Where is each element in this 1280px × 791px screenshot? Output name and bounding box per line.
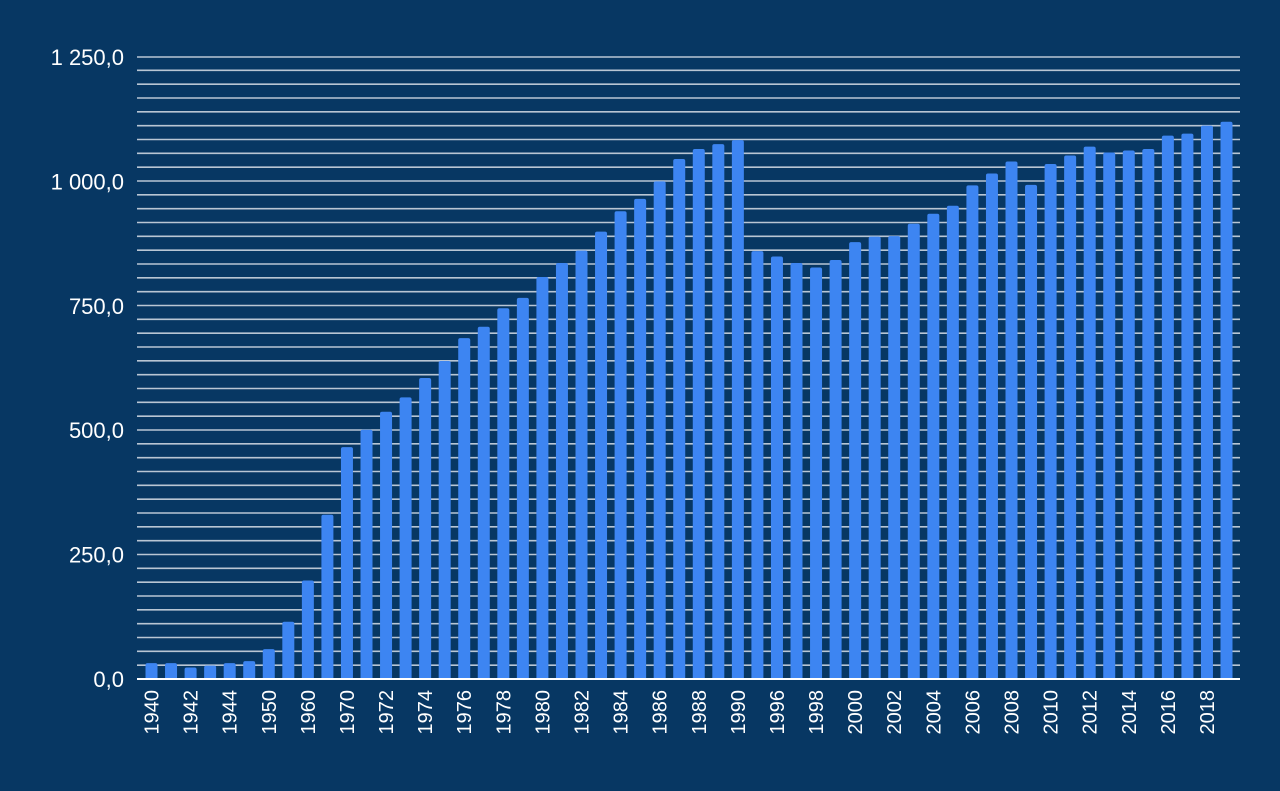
x-tick-label: 1978 (493, 690, 515, 735)
bar-1999 (829, 260, 842, 679)
y-tick-label: 1 250,0 (51, 45, 124, 70)
bar-1983 (595, 231, 608, 679)
bars (145, 121, 1233, 680)
bar-1998 (810, 267, 823, 679)
bar-1973 (399, 397, 412, 679)
bar-1960 (301, 580, 314, 679)
x-tick-label: 2016 (1158, 690, 1180, 735)
bar-1982 (575, 250, 588, 679)
bar-2014 (1122, 150, 1135, 679)
x-tick-label: 1984 (611, 690, 633, 735)
x-tick-label: 2014 (1119, 690, 1141, 735)
bar-2015 (1142, 149, 1155, 679)
x-tick-label: 1976 (454, 690, 476, 735)
y-tick-label: 0,0 (93, 667, 124, 692)
x-tick-label: 1996 (767, 690, 789, 735)
x-tick-label: 1944 (220, 690, 242, 735)
x-tick-label: 2000 (845, 690, 867, 735)
bar-1979 (516, 297, 529, 679)
bar-1990 (731, 140, 744, 680)
x-tick-label: 1940 (142, 690, 164, 735)
bar-2010 (1044, 163, 1057, 679)
bar-1981 (555, 263, 568, 679)
bar-2000 (849, 242, 862, 680)
bar-2008 (1005, 161, 1018, 680)
bar-1996 (770, 256, 783, 679)
bar-2005 (946, 205, 959, 679)
x-tick-label: 2006 (962, 690, 984, 735)
x-tick-label: 1972 (376, 690, 398, 735)
bar-1976 (458, 338, 471, 679)
bar-2004 (927, 213, 940, 679)
x-tick-label: 2008 (1002, 690, 1024, 735)
bar-2006 (966, 185, 979, 679)
bar-2003 (907, 223, 920, 680)
bar-1971 (360, 429, 373, 679)
x-tick-label: 2012 (1080, 690, 1102, 735)
bar-1950 (262, 649, 275, 679)
y-tick-label: 500,0 (69, 418, 124, 443)
x-tick-label: 1982 (572, 690, 594, 735)
bar-2019 (1220, 121, 1233, 680)
bar-1941 (165, 663, 178, 679)
bar-1965 (321, 514, 334, 679)
bar-1984 (614, 211, 627, 680)
x-tick-label: 2002 (884, 690, 906, 735)
y-tick-label: 750,0 (69, 294, 124, 319)
x-tick-label: 1998 (806, 690, 828, 735)
x-tick-label: 1942 (181, 690, 203, 735)
bar-1944 (223, 663, 236, 679)
bar-2017 (1181, 133, 1194, 680)
bar-2016 (1161, 135, 1174, 680)
y-tick-label: 250,0 (69, 543, 124, 568)
bar-2002 (888, 236, 901, 680)
bar-1988 (692, 149, 705, 679)
x-tick-label: 1970 (337, 690, 359, 735)
bar-1978 (497, 308, 510, 679)
bar-1970 (340, 447, 353, 679)
x-tick-label: 2010 (1041, 690, 1063, 735)
bar-1942 (184, 667, 197, 679)
x-tick-label: 1990 (728, 690, 750, 735)
x-tick-label: 2004 (923, 690, 945, 735)
bar-1955 (282, 621, 295, 679)
x-tick-label: 1986 (650, 690, 672, 735)
x-tick-label: 1960 (298, 690, 320, 735)
bar-1980 (536, 276, 549, 679)
x-tick-label: 2018 (1197, 690, 1219, 735)
x-tick-label: 1980 (532, 690, 554, 735)
bar-1974 (419, 377, 432, 679)
bar-2001 (868, 236, 881, 679)
bar-1943 (204, 665, 217, 679)
x-tick-label: 1988 (689, 690, 711, 735)
bar-1986 (653, 181, 666, 679)
bar-1975 (438, 361, 451, 679)
bar-1940 (145, 663, 158, 679)
y-tick-label: 1 000,0 (51, 169, 124, 194)
bar-2011 (1064, 155, 1077, 680)
bar-1987 (673, 159, 686, 679)
bar-1977 (477, 326, 490, 679)
bar-1972 (380, 411, 393, 679)
y-axis-tick-labels: 0,0 250,0 500,0 750,0 1 000,0 1 250,0 (51, 45, 124, 692)
bar-2009 (1025, 184, 1038, 680)
bar-2007 (985, 173, 998, 679)
bar-2012 (1083, 146, 1096, 679)
x-tick-label: 1950 (259, 690, 281, 735)
bar-1985 (634, 198, 647, 680)
x-axis-tick-labels: 1940 1942 1944 1950 1960 1970 1972 1974 1976 1978… (142, 690, 1219, 735)
bar-1989 (712, 144, 725, 679)
bar-1945 (243, 661, 256, 679)
bar-2018 (1200, 125, 1213, 679)
x-tick-label: 1974 (415, 690, 437, 735)
bar-2013 (1103, 152, 1116, 680)
bar-1997 (790, 263, 803, 679)
bar-1995 (751, 251, 764, 679)
